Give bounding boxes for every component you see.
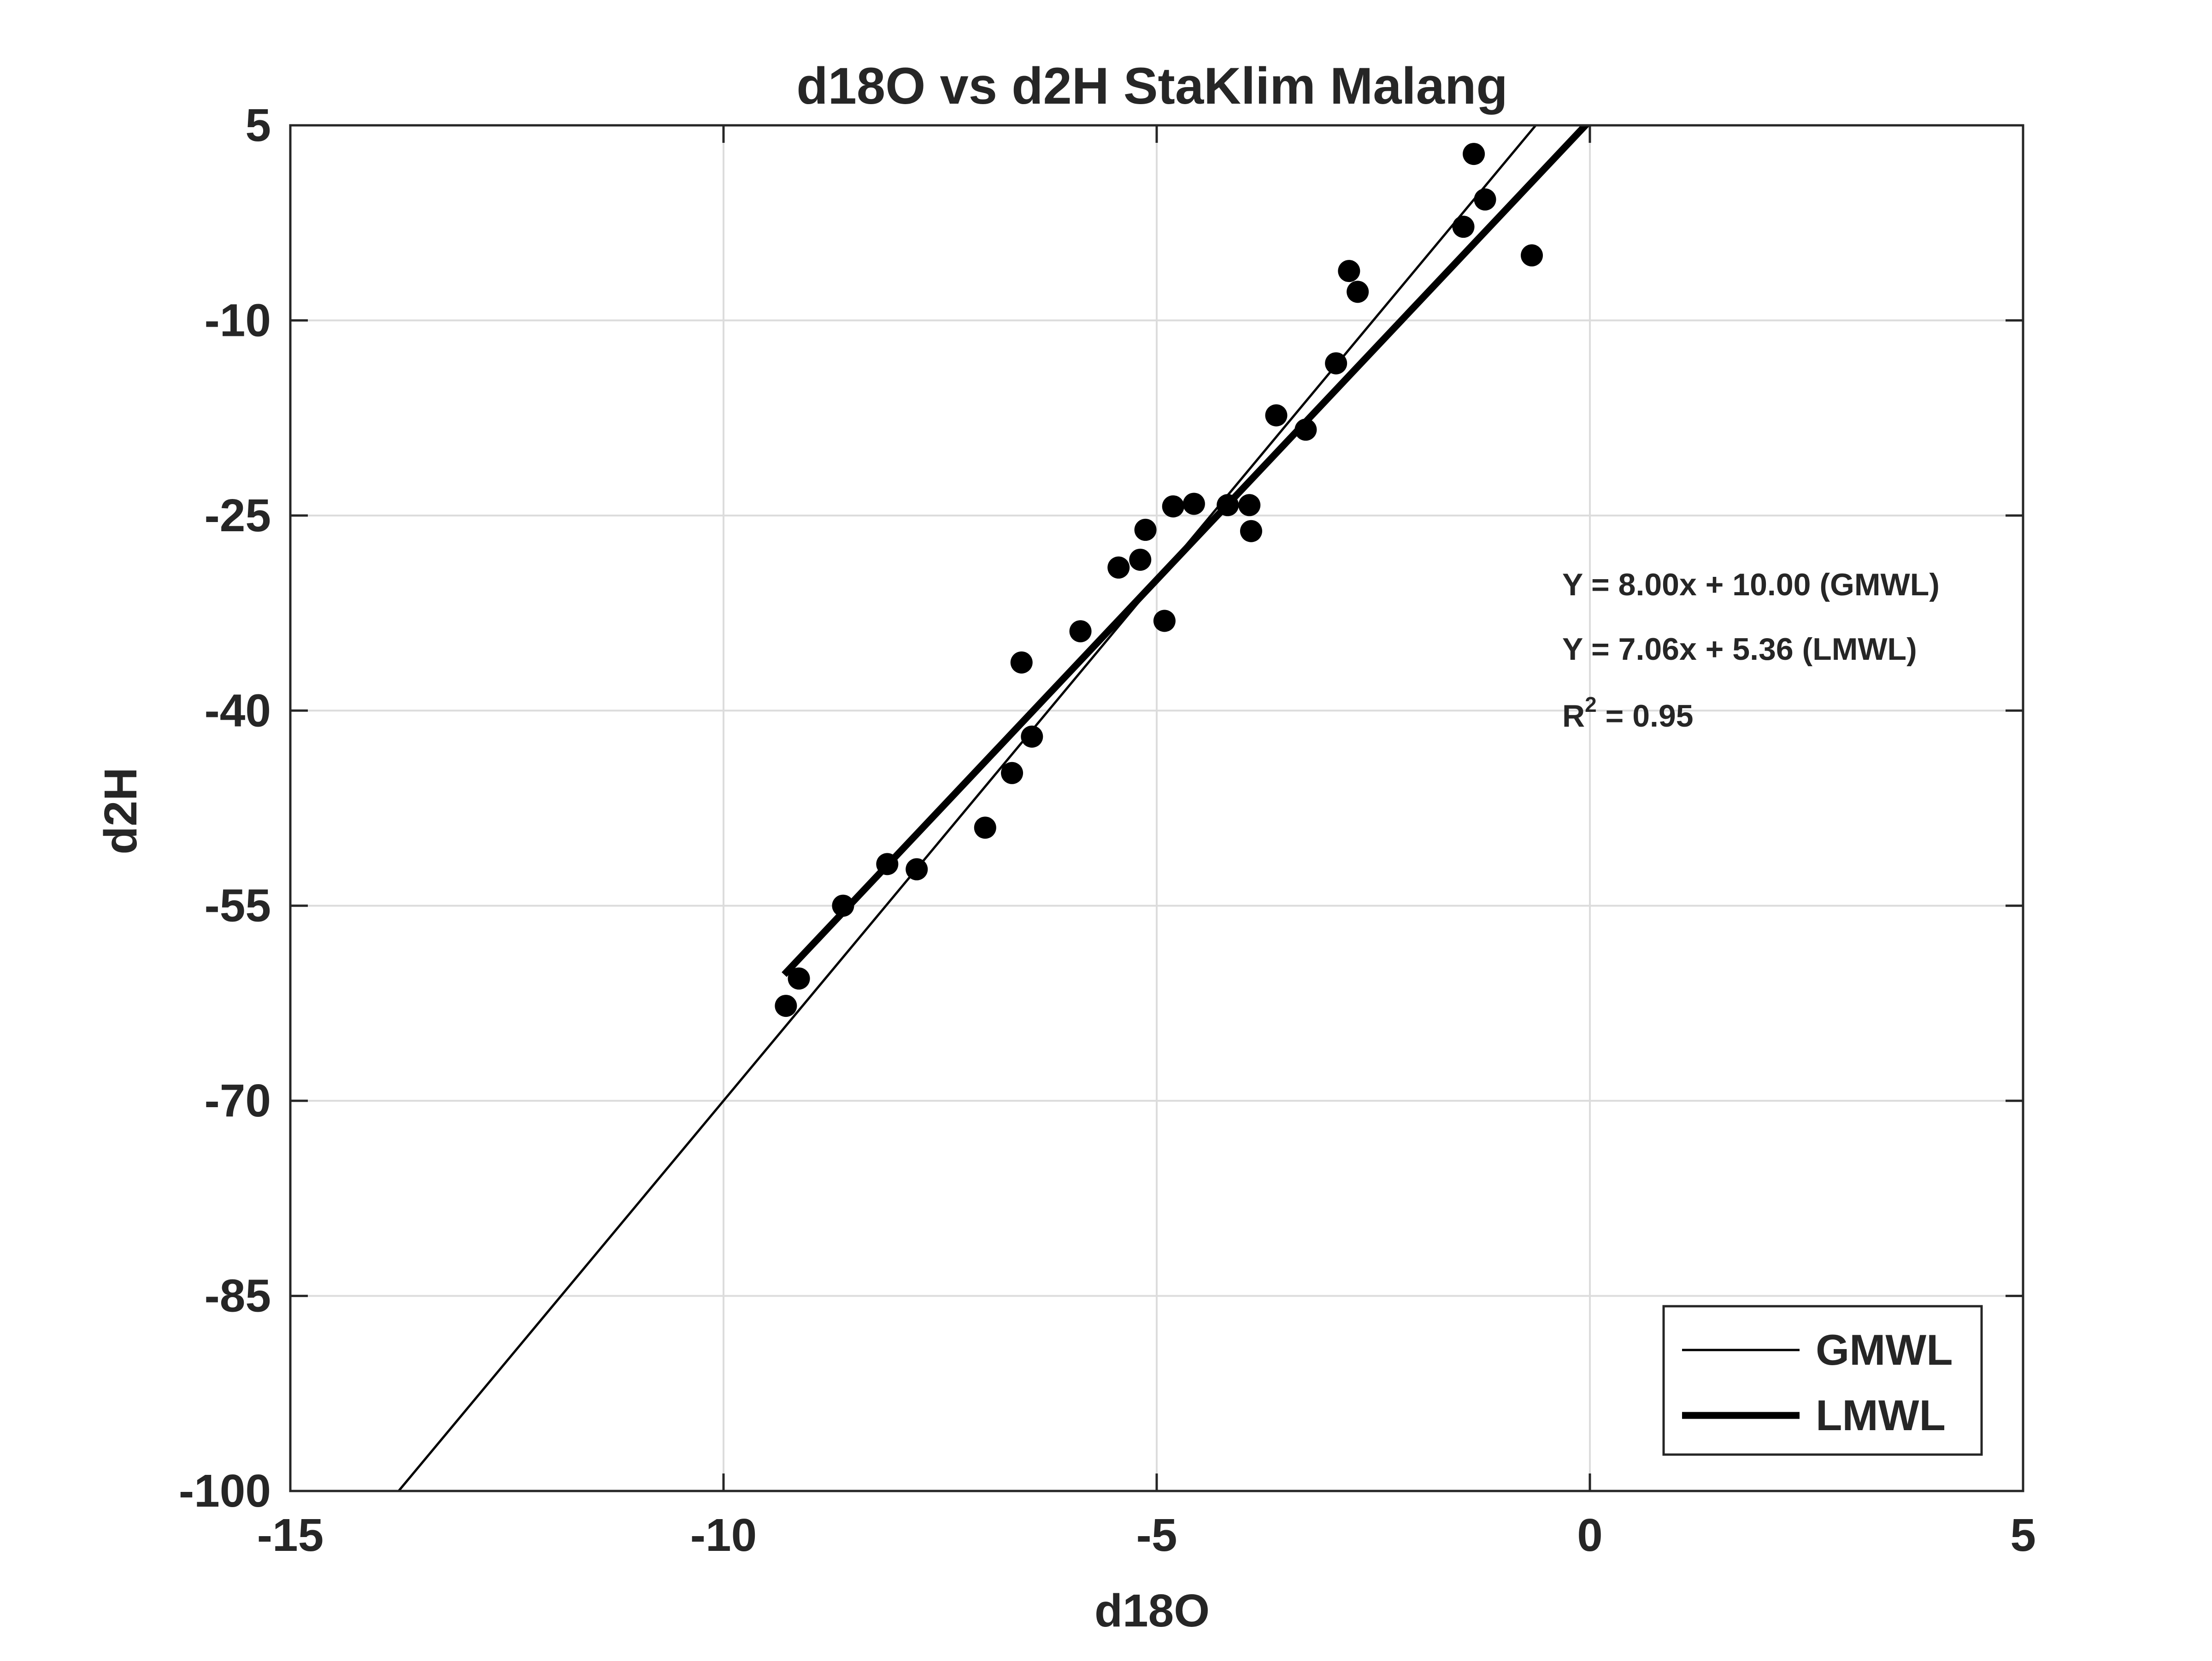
y-tick-label: -55 — [204, 880, 271, 932]
y-tick-label: -100 — [179, 1465, 271, 1517]
data-point — [1325, 352, 1347, 375]
data-point — [1134, 518, 1157, 541]
data-point — [906, 858, 928, 880]
lmwl-line — [782, 125, 1589, 977]
data-point — [1021, 725, 1043, 748]
grid-lines — [290, 125, 2023, 1491]
lmwl-equation: Y = 7.06x + 5.36 (LMWL) — [1562, 632, 1917, 667]
y-tick-label: 5 — [245, 100, 271, 151]
y-tick-label: -70 — [204, 1075, 271, 1127]
data-point — [974, 816, 996, 839]
data-point — [1521, 244, 1543, 267]
x-tick-label: -15 — [257, 1509, 324, 1561]
x-axis-label: d18O — [1094, 1585, 1210, 1637]
data-point — [1217, 494, 1239, 516]
data-point — [775, 995, 797, 1017]
y-tick-label: -85 — [204, 1270, 271, 1322]
r-squared-superscript: 2 — [1585, 693, 1597, 716]
axes: -15 -10 -5 0 5 -100 -85 -70 -55 -40 -25 -10 5 — [179, 100, 2036, 1561]
data-point — [1452, 216, 1475, 238]
legend-box — [1662, 1305, 1983, 1456]
gmwl-line — [398, 125, 1537, 1491]
data-point — [1010, 651, 1033, 674]
data-point — [1129, 548, 1152, 571]
x-tick-label: 5 — [2010, 1509, 2036, 1561]
series-layer — [398, 125, 1589, 1491]
data-point — [1001, 762, 1024, 784]
data-point — [1347, 281, 1369, 303]
data-point — [1238, 494, 1261, 516]
data-point — [1474, 188, 1496, 211]
data-point — [1069, 620, 1092, 643]
data-point — [1265, 404, 1288, 427]
r-squared-label: R — [1562, 698, 1585, 734]
equation-annotations: Y = 8.00x + 10.00 (GMWL) Y = 7.06x + 5.3… — [1562, 567, 1940, 734]
r-squared-annotation: R2 = 0.95 — [1562, 693, 1694, 734]
data-point — [788, 967, 810, 990]
gmwl-equation: Y = 8.00x + 10.00 (GMWL) — [1562, 567, 1940, 602]
data-point — [1463, 143, 1485, 165]
x-tick-label: 0 — [1577, 1509, 1603, 1561]
data-point — [1153, 610, 1176, 632]
legend-gmwl-label: GMWL — [1816, 1326, 1953, 1374]
chart-title: d18O vs d2H StaKlim Malang — [796, 57, 1508, 115]
y-tick-label: -10 — [204, 294, 271, 346]
data-point — [876, 853, 899, 875]
y-axis-label: d2H — [95, 768, 147, 855]
y-tick-label: -40 — [204, 685, 271, 736]
data-point — [1294, 418, 1317, 441]
regression-lines — [398, 125, 1589, 1491]
y-tick-label: -25 — [204, 490, 271, 541]
x-tick-label: -5 — [1136, 1509, 1177, 1561]
data-point — [832, 894, 854, 917]
data-point — [1162, 495, 1184, 518]
r-squared-value: = 0.95 — [1597, 698, 1694, 734]
legend-lmwl-label: LMWL — [1816, 1391, 1946, 1439]
data-point — [1107, 556, 1130, 579]
x-tick-label: -10 — [690, 1509, 757, 1561]
data-point — [1338, 260, 1360, 282]
data-point — [1240, 520, 1262, 542]
legend: GMWL LMWL — [1662, 1305, 1983, 1456]
data-point — [1182, 493, 1205, 515]
